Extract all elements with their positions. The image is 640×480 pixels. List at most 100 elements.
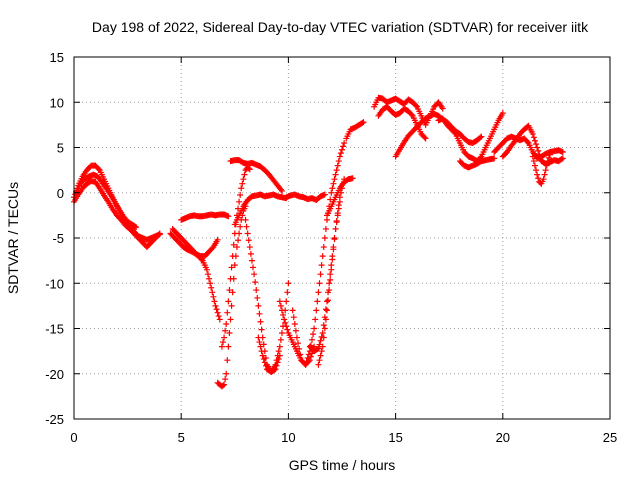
data-point xyxy=(254,294,261,301)
data-point xyxy=(316,357,323,364)
data-point xyxy=(290,314,297,321)
data-point xyxy=(283,323,290,330)
data-point xyxy=(227,316,234,323)
data-point xyxy=(133,224,140,231)
data-point xyxy=(329,256,336,263)
data-point xyxy=(222,327,229,334)
data-point xyxy=(284,289,291,296)
data-point xyxy=(214,309,221,316)
data-point xyxy=(225,343,232,350)
x-tick-label: 25 xyxy=(603,430,617,445)
data-point xyxy=(305,351,312,358)
data-point xyxy=(229,289,236,296)
data-point xyxy=(224,309,231,316)
data-point xyxy=(333,218,340,225)
data-point xyxy=(225,213,232,220)
y-tick-label: 5 xyxy=(57,141,64,156)
data-point xyxy=(451,129,458,136)
data-point xyxy=(240,176,247,183)
data-point xyxy=(320,334,327,341)
data-point xyxy=(221,334,228,341)
data-point xyxy=(534,171,541,178)
data-point xyxy=(251,271,258,278)
data-point xyxy=(327,271,334,278)
data-point xyxy=(323,298,330,305)
series-26 xyxy=(529,151,553,187)
series-25 xyxy=(499,122,566,167)
series-17 xyxy=(323,175,356,219)
axis-ticks xyxy=(73,56,611,420)
data-point xyxy=(321,235,328,241)
x-tick-label: 20 xyxy=(496,430,510,445)
data-point xyxy=(216,316,223,323)
data-point xyxy=(331,176,338,183)
series-18 xyxy=(343,119,367,142)
y-tick-label: 15 xyxy=(50,50,64,65)
data-point xyxy=(330,246,337,253)
data-point xyxy=(235,237,242,244)
data-point xyxy=(237,223,244,230)
data-point xyxy=(533,141,540,148)
data-point xyxy=(275,348,282,355)
data-point xyxy=(255,302,262,309)
data-point xyxy=(422,135,429,142)
y-tick-label: 0 xyxy=(57,186,64,201)
data-point xyxy=(253,287,260,294)
data-point xyxy=(535,147,542,154)
data-point xyxy=(242,216,249,223)
data-point xyxy=(335,158,342,165)
x-tick-label: 15 xyxy=(388,430,402,445)
series-4 xyxy=(169,225,223,323)
data-point xyxy=(278,330,285,337)
data-point xyxy=(534,144,541,151)
data-point xyxy=(310,331,317,338)
data-point xyxy=(321,191,328,198)
data-point xyxy=(326,287,333,294)
data-point xyxy=(281,316,288,323)
data-point xyxy=(332,171,339,178)
data-point xyxy=(540,176,547,183)
data-point xyxy=(243,223,250,230)
data-point xyxy=(274,352,281,359)
y-tick-labels: 15 10 5 0 -5 -10 -15 -20 -25 xyxy=(45,50,64,427)
data-point xyxy=(529,153,536,160)
data-point xyxy=(530,134,537,141)
y-tick-label: -5 xyxy=(52,231,64,246)
data-point xyxy=(291,320,298,327)
series-23 xyxy=(456,155,498,171)
y-axis-title: SDTVAR / TECUs xyxy=(5,182,21,294)
data-point xyxy=(156,230,163,237)
data-point xyxy=(95,165,102,172)
data-point xyxy=(341,139,348,146)
data-point xyxy=(296,345,303,352)
data-point xyxy=(206,275,213,282)
y-tick-label: 10 xyxy=(50,95,64,110)
data-point xyxy=(282,319,289,326)
data-point xyxy=(276,298,283,305)
data-point xyxy=(336,153,343,160)
data-point xyxy=(323,307,330,314)
data-point xyxy=(558,156,565,163)
data-point xyxy=(252,279,259,286)
data-point xyxy=(273,357,280,364)
data-point xyxy=(313,307,320,314)
data-point xyxy=(277,302,284,309)
data-point xyxy=(339,146,345,153)
data-point xyxy=(212,302,219,309)
data-point xyxy=(319,253,326,260)
data-point xyxy=(320,322,327,329)
data-point xyxy=(332,225,339,232)
data-point xyxy=(421,134,428,141)
data-point xyxy=(303,358,310,365)
data-point xyxy=(245,237,252,244)
data-point xyxy=(536,151,543,158)
data-point xyxy=(478,133,485,140)
data-point xyxy=(334,162,341,169)
series-8 xyxy=(231,191,290,228)
data-point xyxy=(247,250,254,257)
series-1 xyxy=(71,177,163,251)
data-point xyxy=(238,185,245,192)
data-point xyxy=(226,287,233,294)
data-point xyxy=(214,236,221,243)
